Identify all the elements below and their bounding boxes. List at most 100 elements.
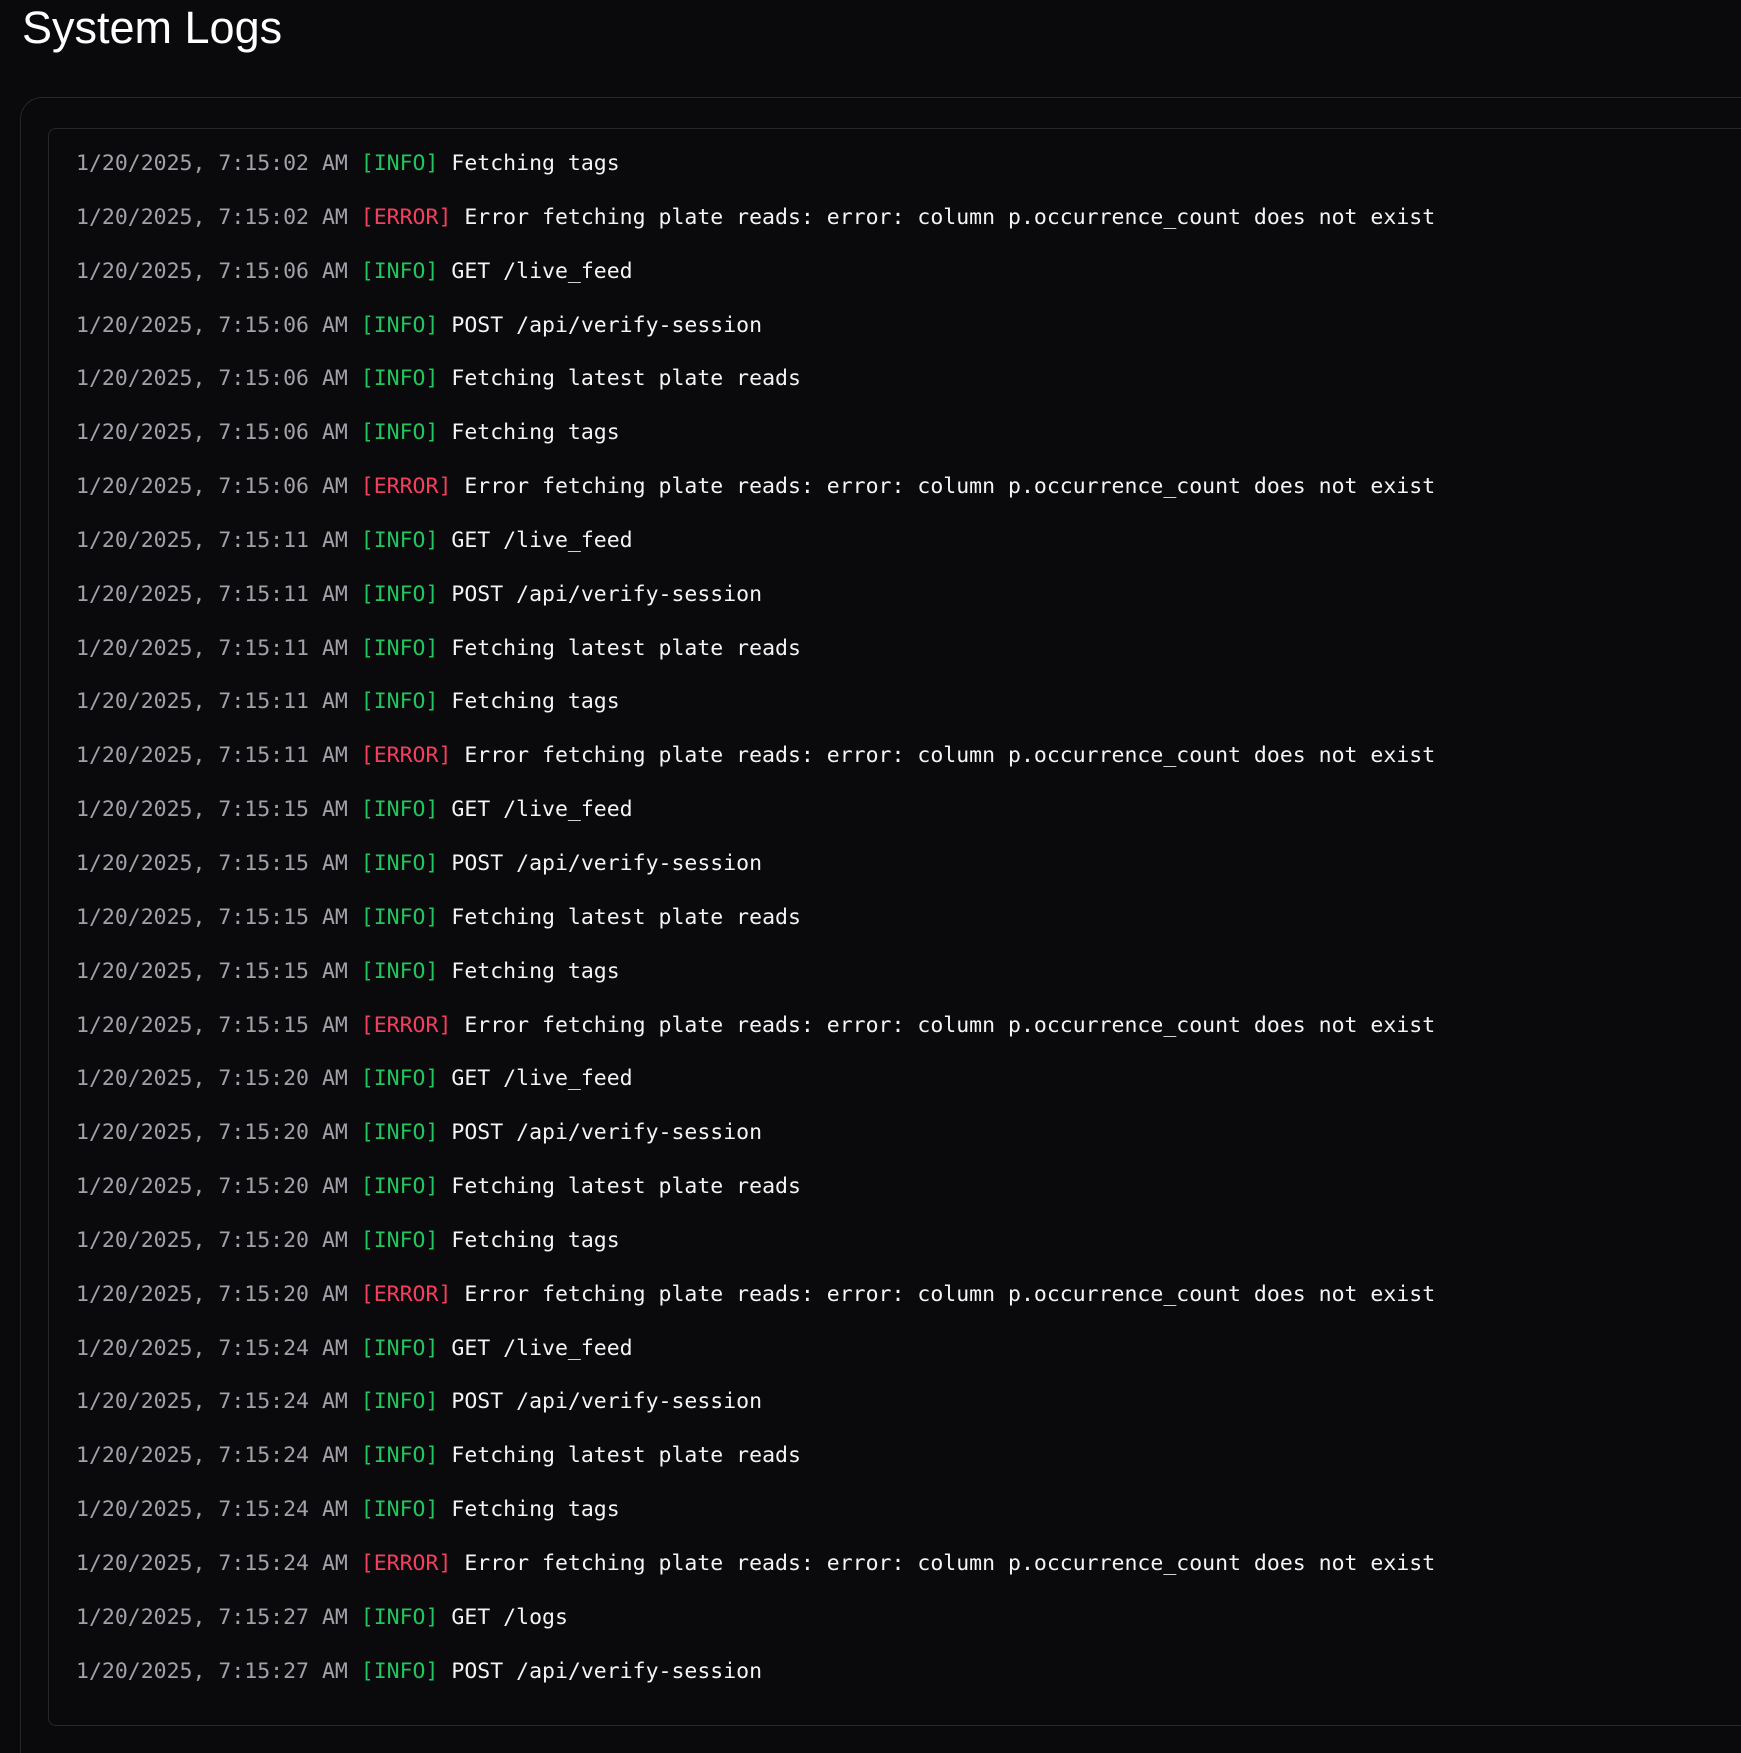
log-timestamp: 1/20/2025, 7:15:24 AM [76, 1335, 348, 1361]
log-timestamp: 1/20/2025, 7:15:11 AM [76, 635, 348, 661]
log-message: GET /live_feed [451, 1066, 633, 1092]
log-timestamp: 1/20/2025, 7:15:15 AM [76, 850, 348, 876]
log-timestamp: 1/20/2025, 7:15:15 AM [76, 797, 348, 823]
log-message: POST /api/verify-session [451, 1120, 763, 1146]
log-timestamp: 1/20/2025, 7:15:06 AM [76, 474, 348, 500]
log-level: [INFO] [360, 904, 439, 930]
log-entry: 1/20/2025, 7:15:02 AM [ERROR] Error fetc… [49, 191, 1741, 245]
log-message: POST /api/verify-session [451, 581, 763, 607]
log-entry: 1/20/2025, 7:15:15 AM [INFO] Fetching la… [49, 891, 1741, 945]
log-level: [ERROR] [360, 1012, 452, 1038]
log-entry: 1/20/2025, 7:15:06 AM [INFO] Fetching ta… [49, 406, 1741, 460]
log-message: Fetching latest plate reads [451, 635, 801, 661]
log-level: [INFO] [360, 366, 439, 392]
log-level: [INFO] [360, 1227, 439, 1253]
log-level: [INFO] [360, 635, 439, 661]
logs-card [20, 97, 1741, 1753]
log-timestamp: 1/20/2025, 7:15:20 AM [76, 1227, 348, 1253]
log-entry: 1/20/2025, 7:15:11 AM [INFO] Fetching ta… [49, 675, 1741, 729]
log-entry: 1/20/2025, 7:15:06 AM [ERROR] Error fetc… [49, 460, 1741, 514]
log-entry: 1/20/2025, 7:15:24 AM [INFO] POST /api/v… [49, 1375, 1741, 1429]
log-level: [INFO] [360, 1389, 439, 1415]
log-timestamp: 1/20/2025, 7:15:27 AM [76, 1604, 348, 1630]
log-message: POST /api/verify-session [451, 1389, 763, 1415]
log-level: [INFO] [360, 151, 439, 176]
log-level: [INFO] [360, 1174, 439, 1200]
log-message: Fetching latest plate reads [451, 904, 801, 930]
log-entry: 1/20/2025, 7:15:24 AM [INFO] Fetching la… [49, 1429, 1741, 1483]
log-entry: 1/20/2025, 7:15:15 AM [INFO] POST /api/v… [49, 837, 1741, 891]
log-level: [ERROR] [360, 474, 452, 500]
log-level: [INFO] [360, 1658, 439, 1684]
log-level: [ERROR] [360, 743, 452, 769]
log-entry: 1/20/2025, 7:15:15 AM [INFO] GET /live_f… [49, 783, 1741, 837]
log-message: POST /api/verify-session [451, 850, 763, 876]
log-message: Error fetching plate reads: error: colum… [464, 1550, 1436, 1576]
log-timestamp: 1/20/2025, 7:15:24 AM [76, 1497, 348, 1523]
log-entry: 1/20/2025, 7:15:06 AM [INFO] Fetching la… [49, 352, 1741, 406]
log-timestamp: 1/20/2025, 7:15:20 AM [76, 1281, 348, 1307]
log-message: Fetching latest plate reads [451, 1443, 801, 1469]
log-level: [ERROR] [360, 204, 452, 230]
log-timestamp: 1/20/2025, 7:15:11 AM [76, 689, 348, 715]
log-message: GET /live_feed [451, 797, 633, 823]
log-entry: 1/20/2025, 7:15:20 AM [ERROR] Error fetc… [49, 1268, 1741, 1322]
log-message: Fetching latest plate reads [451, 1174, 801, 1200]
log-message: Error fetching plate reads: error: colum… [464, 743, 1436, 769]
log-entry: 1/20/2025, 7:15:24 AM [INFO] GET /live_f… [49, 1322, 1741, 1376]
log-level: [INFO] [360, 958, 439, 984]
log-entry: 1/20/2025, 7:15:15 AM [INFO] Fetching ta… [49, 945, 1741, 999]
log-entry: 1/20/2025, 7:15:06 AM [INFO] GET /live_f… [49, 245, 1741, 299]
log-timestamp: 1/20/2025, 7:15:02 AM [76, 204, 348, 230]
log-message: POST /api/verify-session [451, 1658, 763, 1684]
log-list[interactable]: 1/20/2025, 7:15:02 AM [INFO] Fetching ta… [48, 128, 1741, 1726]
log-message: Fetching tags [451, 1227, 620, 1253]
log-entry: 1/20/2025, 7:15:27 AM [INFO] POST /api/v… [49, 1645, 1741, 1699]
log-message: Fetching tags [451, 958, 620, 984]
log-level: [INFO] [360, 420, 439, 446]
log-message: Fetching tags [451, 1497, 620, 1523]
log-level: [INFO] [360, 1066, 439, 1092]
log-level: [INFO] [360, 1443, 439, 1469]
log-level: [INFO] [360, 797, 439, 823]
page-title: System Logs [22, 2, 283, 53]
log-entry: 1/20/2025, 7:15:20 AM [INFO] GET /live_f… [49, 1052, 1741, 1106]
log-level: [INFO] [360, 1497, 439, 1523]
log-timestamp: 1/20/2025, 7:15:15 AM [76, 904, 348, 930]
log-timestamp: 1/20/2025, 7:15:20 AM [76, 1066, 348, 1092]
log-timestamp: 1/20/2025, 7:15:06 AM [76, 312, 348, 338]
log-timestamp: 1/20/2025, 7:15:27 AM [76, 1658, 348, 1684]
log-level: [INFO] [360, 312, 439, 338]
log-timestamp: 1/20/2025, 7:15:06 AM [76, 258, 348, 284]
log-entry: 1/20/2025, 7:15:20 AM [INFO] POST /api/v… [49, 1106, 1741, 1160]
log-message: Fetching tags [451, 420, 620, 446]
log-timestamp: 1/20/2025, 7:15:20 AM [76, 1174, 348, 1200]
log-level: [INFO] [360, 850, 439, 876]
log-message: Error fetching plate reads: error: colum… [464, 474, 1436, 500]
log-entry: 1/20/2025, 7:15:20 AM [INFO] Fetching ta… [49, 1214, 1741, 1268]
log-entry: 1/20/2025, 7:15:24 AM [ERROR] Error fetc… [49, 1537, 1741, 1591]
log-timestamp: 1/20/2025, 7:15:15 AM [76, 958, 348, 984]
log-entry: 1/20/2025, 7:15:27 AM [INFO] GET /logs [49, 1591, 1741, 1645]
log-entry: 1/20/2025, 7:15:02 AM [INFO] Fetching ta… [49, 137, 1741, 191]
log-entry: 1/20/2025, 7:15:06 AM [INFO] POST /api/v… [49, 299, 1741, 353]
log-timestamp: 1/20/2025, 7:15:06 AM [76, 366, 348, 392]
log-entry: 1/20/2025, 7:15:11 AM [INFO] GET /live_f… [49, 514, 1741, 568]
log-timestamp: 1/20/2025, 7:15:24 AM [76, 1389, 348, 1415]
log-timestamp: 1/20/2025, 7:15:15 AM [76, 1012, 348, 1038]
log-message: Error fetching plate reads: error: colum… [464, 1281, 1436, 1307]
log-timestamp: 1/20/2025, 7:15:11 AM [76, 527, 348, 553]
log-timestamp: 1/20/2025, 7:15:11 AM [76, 743, 348, 769]
log-message: GET /live_feed [451, 1335, 633, 1361]
log-level: [INFO] [360, 527, 439, 553]
log-timestamp: 1/20/2025, 7:15:02 AM [76, 151, 348, 176]
log-entry: 1/20/2025, 7:15:11 AM [INFO] POST /api/v… [49, 568, 1741, 622]
log-timestamp: 1/20/2025, 7:15:20 AM [76, 1120, 348, 1146]
log-level: [INFO] [360, 1120, 439, 1146]
log-message: Error fetching plate reads: error: colum… [464, 204, 1436, 230]
log-entry: 1/20/2025, 7:15:11 AM [INFO] Fetching la… [49, 622, 1741, 676]
log-message: GET /live_feed [451, 258, 633, 284]
log-timestamp: 1/20/2025, 7:15:11 AM [76, 581, 348, 607]
log-level: [INFO] [360, 1604, 439, 1630]
log-entry: 1/20/2025, 7:15:24 AM [INFO] Fetching ta… [49, 1483, 1741, 1537]
